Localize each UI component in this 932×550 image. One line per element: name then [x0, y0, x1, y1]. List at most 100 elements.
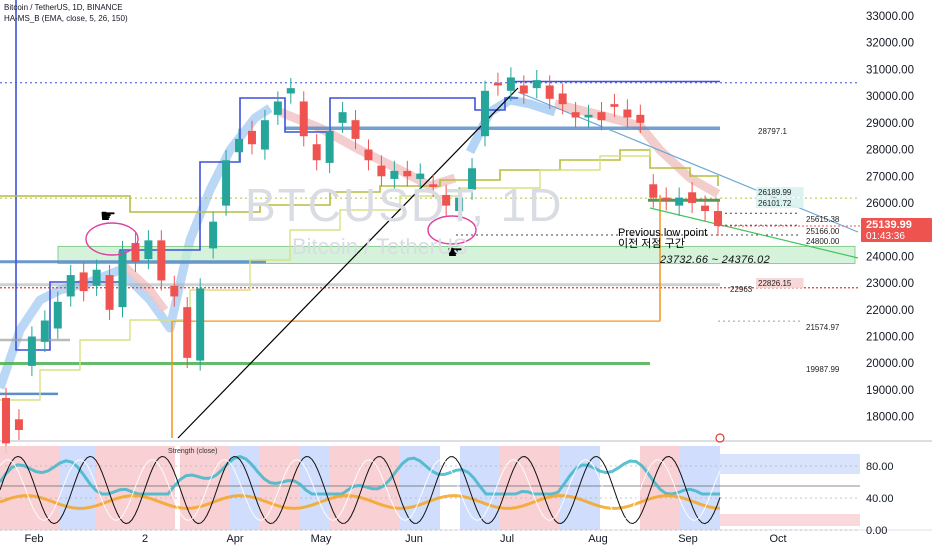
y-tick-label: 28000.00: [866, 145, 914, 157]
level-label: 25166.00: [806, 227, 840, 236]
candle-body: [2, 397, 10, 444]
level-label: 24800.00: [806, 237, 840, 246]
candle-body: [312, 144, 321, 161]
candle-body: [377, 165, 386, 177]
candle-body: [14, 419, 23, 430]
y-tick-label: 22000.00: [866, 305, 914, 317]
candle-body: [260, 120, 269, 150]
y-tick-label: 29000.00: [866, 118, 914, 130]
step-line-olive: [0, 149, 719, 213]
candle-body: [170, 285, 179, 297]
y-tick-label: 21000.00: [866, 332, 914, 344]
zone-label: 23732.66 ~ 24376.02: [660, 254, 770, 266]
candle-body: [468, 168, 477, 190]
level-label-bg: [756, 198, 804, 208]
candle-body: [714, 210, 722, 226]
y-tick-label: 24000.00: [866, 251, 914, 263]
highlight-circle-left: [85, 222, 139, 256]
symbol-title: Bitcoin / TetherUS, 1D, BINANCE: [4, 3, 123, 12]
candle-body: [403, 170, 412, 177]
y-tick-label: 19000.00: [866, 385, 914, 397]
y-tick-label: 30000.00: [866, 91, 914, 103]
price-axis-background: [860, 0, 932, 550]
candle-body: [157, 240, 166, 281]
x-tick-label: 2: [142, 533, 148, 545]
current-price-badge: [861, 217, 932, 242]
oscillator-title: Strength (close): [168, 448, 218, 455]
oscillator-orange-line: [0, 494, 721, 510]
candle-body: [209, 221, 218, 249]
candle-body: [390, 170, 399, 179]
candle-body: [183, 307, 192, 358]
oscillator-stripe: [0, 446, 60, 530]
candle-body: [597, 112, 606, 121]
trendline-down-green: [649, 207, 859, 259]
y-tick-label: 26000.00: [866, 198, 914, 210]
level-label-bg: [756, 278, 804, 288]
x-tick-label: Feb: [25, 533, 44, 545]
candle-body: [79, 272, 88, 292]
oscillator-cyan-line: [0, 455, 720, 496]
level-label: 21574.97: [806, 323, 840, 332]
support-zone: [57, 245, 856, 264]
candle-body: [131, 243, 140, 262]
candle-body: [273, 101, 282, 115]
annotation-previous-low: Previous low point 이전 저점 구간: [618, 228, 707, 250]
ema-cloud-red-3: [117, 259, 169, 313]
y-tick-label: 23000.00: [866, 278, 914, 290]
x-tick-label: Jun: [405, 533, 423, 545]
y-tick-label: 33000.00: [866, 11, 914, 23]
oscillator-lower-band: [720, 514, 860, 526]
oscillator-stripe: [500, 446, 560, 530]
step-line-olive-light: [0, 148, 651, 401]
candle-body: [144, 240, 153, 260]
candle-body: [286, 88, 295, 94]
candle-body: [442, 194, 451, 206]
candle-body: [675, 197, 684, 206]
countdown-label: 01:43:36: [866, 231, 905, 242]
candle-body: [338, 112, 347, 123]
candle-body: [545, 85, 554, 99]
hand-pointer-icon: ☛: [100, 206, 116, 226]
oscillator-stripe: [180, 446, 230, 530]
x-tick-label: Apr: [226, 533, 243, 545]
ema-cloud-blue-1: [0, 104, 273, 390]
oscillator-stripe: [560, 446, 600, 530]
candle-body: [649, 184, 658, 198]
candle-body: [623, 109, 632, 118]
candle-body: [66, 275, 75, 297]
oscillator-tick-label: 0.00: [866, 525, 887, 537]
trendline-up: [177, 87, 519, 439]
candle-body: [506, 77, 515, 91]
level-label: 26101.72: [758, 199, 792, 208]
level-label: 22826.15: [758, 279, 792, 288]
level-label: 19987.99: [806, 365, 840, 374]
candle-body: [519, 85, 528, 94]
candle-body: [571, 112, 580, 118]
oscillator-tick-label: 80.00: [866, 461, 894, 473]
candle-body: [196, 288, 205, 361]
highlight-circle-right: [427, 215, 477, 245]
annotation-line2: 이전 저점 구간: [618, 238, 685, 250]
y-tick-label: 32000.00: [866, 38, 914, 50]
x-tick-label: Jul: [500, 533, 514, 545]
y-tick-label: 20000.00: [866, 358, 914, 370]
candle-body: [364, 149, 373, 161]
candle-body: [480, 90, 489, 137]
candle-body: [636, 114, 645, 123]
x-tick-label: Aug: [588, 533, 608, 545]
candle-body: [53, 301, 62, 329]
candle-body: [532, 80, 541, 89]
indicator-title: HA-MS_B (EMA, close, 5, 26, 150): [4, 14, 128, 23]
candle-body: [584, 114, 593, 118]
level-label: 25615.38: [806, 215, 840, 224]
level-label-bg: [756, 187, 804, 197]
candle-body: [662, 197, 671, 201]
candle-body: [416, 173, 425, 179]
oscillator-stripe: [95, 446, 140, 530]
y-tick-label: 27000.00: [866, 171, 914, 183]
ema-cloud-red-2: [553, 99, 721, 198]
level-label: 28797.1: [758, 127, 787, 136]
alert-marker: [715, 433, 725, 443]
